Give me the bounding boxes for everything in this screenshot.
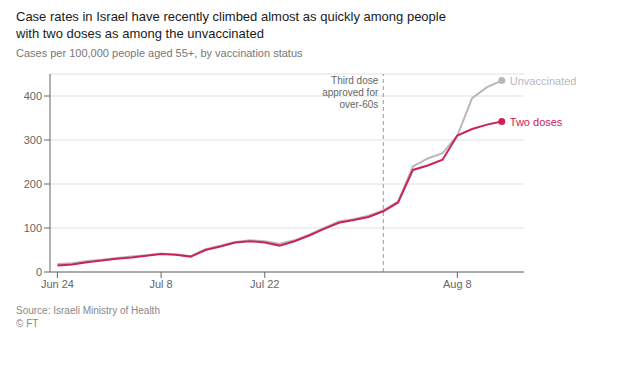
svg-text:Jun 24: Jun 24 [41, 278, 74, 290]
html-text:Source: Israeli Ministry of He: Source: Israeli Ministry of Health [16, 305, 160, 316]
svg-text:200: 200 [24, 178, 42, 190]
svg-text:Jul 8: Jul 8 [149, 278, 172, 290]
svg-text:Third doseapproved forover-60s: Third doseapproved forover-60s [322, 75, 379, 110]
svg-text:300: 300 [24, 134, 42, 146]
html-text:© FT: © FT [16, 318, 39, 329]
svg-text:Aug 8: Aug 8 [443, 278, 472, 290]
svg-text:Two doses: Two doses [510, 116, 563, 128]
svg-text:Unvaccinated: Unvaccinated [510, 75, 577, 87]
html-text:Case rates in Israel have rece: Case rates in Israel have recently climb… [16, 9, 446, 24]
svg-text:100: 100 [24, 222, 42, 234]
html-text:Cases per 100,000 people aged: Cases per 100,000 people aged 55+, by va… [16, 47, 303, 59]
svg-text:0: 0 [36, 266, 42, 278]
svg-text:400: 400 [24, 90, 42, 102]
svg-text:Jul 22: Jul 22 [250, 278, 279, 290]
html-text:with two doses as among the un: with two doses as among the unvaccinated [16, 26, 264, 41]
